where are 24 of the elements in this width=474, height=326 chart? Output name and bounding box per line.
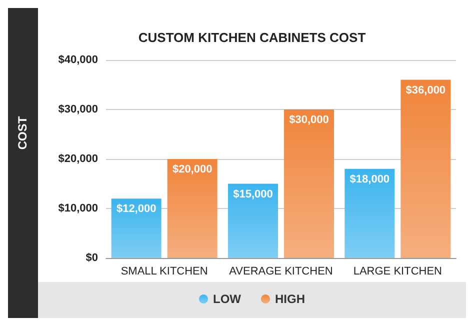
data-label: $20,000: [172, 164, 212, 176]
y-tick-label: $10,000: [58, 202, 98, 214]
x-tick-label: SMALL KITCHEN: [120, 266, 208, 278]
y-tick-label: $40,000: [58, 54, 98, 66]
bar: [111, 198, 162, 258]
data-label: $30,000: [289, 114, 329, 126]
chart-title: CUSTOM KITCHEN CABINETS COST: [138, 30, 366, 45]
data-label: $15,000: [233, 188, 273, 200]
bar: [344, 168, 395, 258]
y-axis-title: COST: [16, 116, 30, 150]
y-tick-label: $30,000: [58, 104, 98, 116]
bar: [228, 184, 278, 258]
y-tick-label: $0: [86, 252, 98, 264]
data-label: $12,000: [116, 203, 156, 216]
legend-label: HIGH: [274, 292, 305, 306]
bar: [284, 110, 334, 258]
bar: [400, 80, 451, 258]
x-tick-label: LARGE KITCHEN: [353, 266, 442, 278]
data-label: $18,000: [350, 173, 390, 186]
y-tick-label: $20,000: [58, 153, 98, 165]
bar: [167, 159, 218, 258]
data-label: $36,000: [406, 84, 446, 96]
x-tick-label: AVERAGE KITCHEN: [229, 266, 333, 278]
legend-label: LOW: [213, 292, 242, 306]
